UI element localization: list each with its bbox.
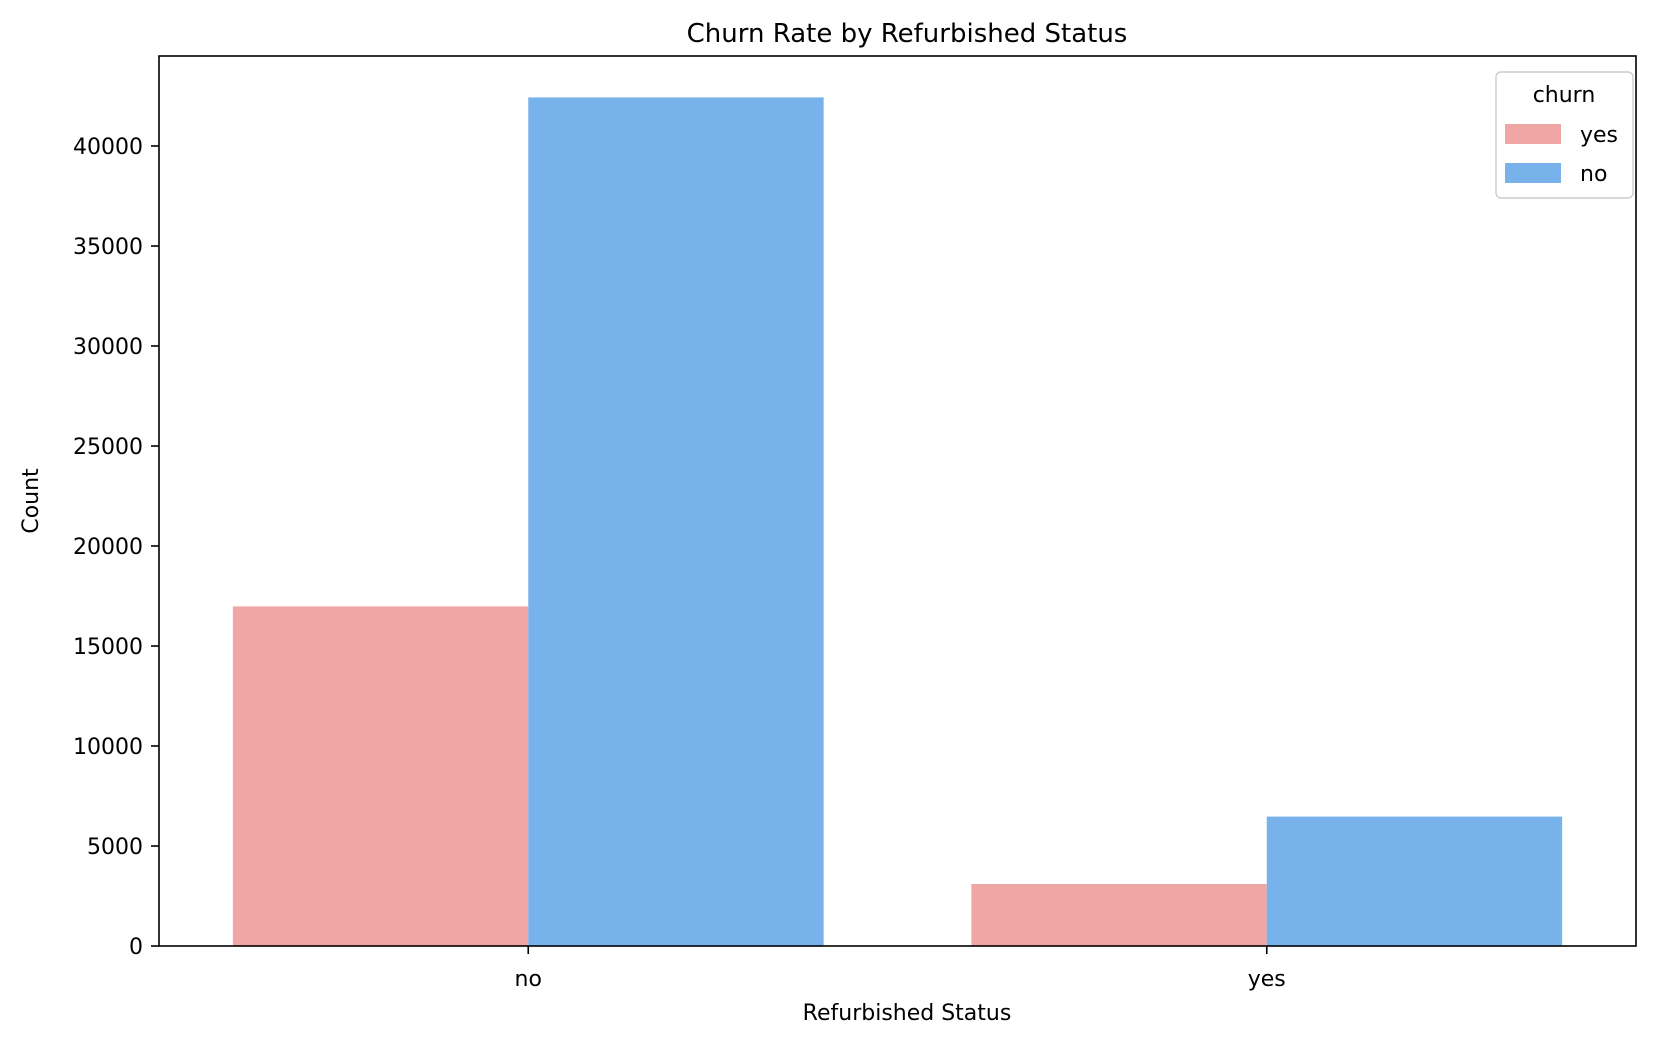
- y-tick-label: 30000: [73, 335, 143, 360]
- x-tick-label: yes: [1248, 967, 1286, 992]
- legend-swatch-yes: [1505, 124, 1561, 144]
- bar-no-churn-no: [528, 97, 824, 946]
- plot-frame: [158, 55, 1637, 947]
- bars-group: [232, 97, 1563, 946]
- y-tick-label: 40000: [73, 135, 143, 160]
- legend-swatch-no: [1505, 163, 1561, 183]
- y-tick-label: 20000: [73, 535, 143, 560]
- y-axis-title: Count: [19, 468, 44, 534]
- y-tick-label: 5000: [87, 835, 143, 860]
- legend-title: churn: [1533, 83, 1596, 108]
- x-axis-title: Refurbished Status: [803, 1001, 1012, 1026]
- y-tick-label: 10000: [73, 735, 143, 760]
- x-axis-ticks: no yes: [515, 946, 1286, 992]
- legend: churn yes no: [1495, 71, 1634, 199]
- bar-no-churn-yes: [232, 606, 529, 946]
- y-tick-label: 35000: [73, 235, 143, 260]
- y-tick-label: 0: [129, 935, 143, 960]
- legend-label-no: no: [1580, 162, 1607, 187]
- bar-yes-churn-no: [1266, 816, 1563, 946]
- y-tick-label: 25000: [73, 435, 143, 460]
- y-axis-ticks: 0 5000 10000 15000 20000 25000 30000 35000 40000: [73, 135, 159, 960]
- x-tick-label: no: [515, 967, 542, 992]
- bar-yes-churn-yes: [971, 884, 1267, 946]
- chart-title: Churn Rate by Refurbished Status: [687, 19, 1128, 49]
- legend-label-yes: yes: [1580, 123, 1618, 148]
- y-tick-label: 15000: [73, 635, 143, 660]
